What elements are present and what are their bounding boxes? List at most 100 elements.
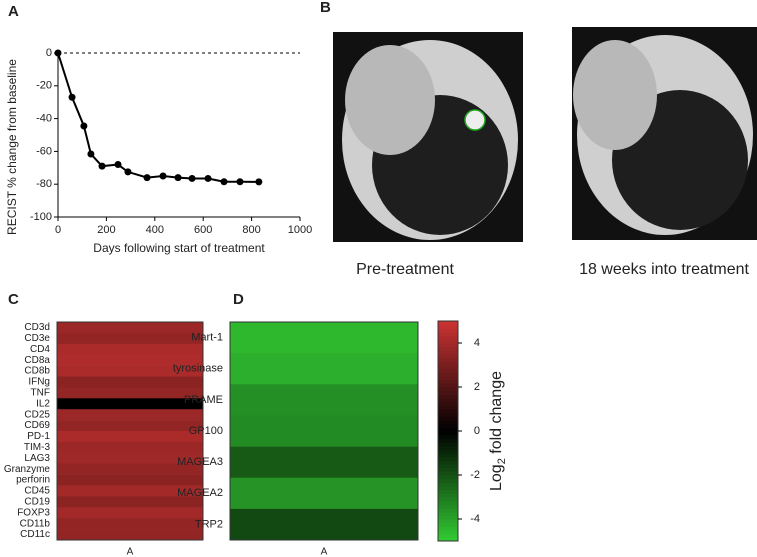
panel-label: B [320,0,331,16]
panel-label: C [8,291,19,308]
colorbar-step [438,533,458,538]
colorbar-step [438,368,458,373]
heatmap-cell [57,431,203,443]
colorbar-step [438,343,458,348]
colorbar-tick-label: 4 [474,337,480,349]
colorbar-step [438,442,458,447]
column-label: A [321,547,328,557]
colorbar-step [438,497,458,502]
data-point [255,178,263,186]
row-label: perforin [16,475,50,486]
x-tick-label: 600 [194,224,212,236]
data-point [220,178,228,186]
label-part: fold change [488,371,505,458]
heatmap-cell [57,409,203,421]
heatmap-cell [230,446,418,479]
data-point [68,93,76,101]
colorbar-step [438,409,458,414]
colorbar-step [438,416,458,421]
colorbar-step [438,475,458,480]
colorbar-step [438,324,458,329]
heatmap-cell [57,332,203,345]
row-label: tyrosinase [173,363,223,375]
heatmap-cell [57,463,203,475]
colorbar-step [438,335,458,340]
colorbar-step [438,321,458,326]
data-line [57,52,259,183]
row-label: GP100 [189,425,223,437]
heatmap-cell [57,474,203,486]
colorbar-step [438,423,458,428]
heatmap-cell [57,518,203,530]
colorbar-step [438,376,458,381]
row-label: LAG3 [24,453,50,464]
panel-label: A [8,3,19,20]
colorbar-step [438,515,458,520]
heatmap-cell [57,343,203,355]
colorbar-step [438,394,458,399]
heatmap-cell [230,477,418,510]
data-point [174,174,182,182]
x-tick-label: 1000 [288,224,312,236]
colorbar-step [438,493,458,498]
colorbar-step [438,504,458,509]
heatmap-cell [57,322,203,334]
y-tick-label: -20 [36,80,52,92]
colorbar-step [438,383,458,388]
colorbar-step [438,401,458,406]
colorbar-step [438,405,458,410]
y-tick-label: -60 [36,145,52,157]
colorbar-step [438,511,458,516]
heatmap-cell [57,441,203,454]
row-label: CD8a [24,355,50,366]
colorbar-label: Log2 fold change [488,371,508,491]
y-tick-label: -40 [36,113,52,125]
y-axis-label: RECIST % change from baseline [5,59,19,235]
heatmap-cell [57,387,203,399]
row-label: MAGEA3 [177,456,223,468]
row-label: IL2 [36,398,50,409]
row-label: CD69 [24,420,50,431]
colorbar-step [438,390,458,395]
ct-image [333,32,523,242]
data-point [114,161,122,169]
heatmap-cell [57,365,203,377]
data-point [124,168,132,176]
colorbar-step [438,453,458,458]
colorbar-step [438,445,458,450]
panel-label: D [233,291,244,308]
colorbar-step [438,427,458,432]
heatmap-cell [57,452,203,464]
row-label: PRAME [184,394,223,406]
heatmap-cell [57,485,203,497]
heatmap-frame [229,321,419,541]
colorbar-step [438,412,458,417]
colorbar-step [438,387,458,392]
row-label: Mart-1 [191,331,223,343]
colorbar-step [438,471,458,476]
row-label: CD4 [30,344,50,355]
heatmap-cell [57,354,203,366]
y-tick-label: -80 [36,178,52,190]
colorbar-step [438,449,458,454]
heatmap-cell [230,384,418,416]
colorbar-step [438,500,458,505]
colorbar-step [438,357,458,362]
row-label: CD25 [24,409,50,420]
data-point [87,150,95,158]
x-tick-label: 400 [146,224,164,236]
colorbar-step [438,379,458,384]
colorbar-step [438,519,458,524]
x-axis-label: Days following start of treatment [93,241,265,255]
colorbar-step [438,350,458,355]
heatmap-frame [56,321,204,541]
colorbar-step [438,478,458,483]
colorbar-step [438,456,458,461]
x-tick-label: 200 [97,224,115,236]
x-tick-label: 0 [55,224,61,236]
colorbar-step [438,372,458,377]
colorbar-step [438,464,458,469]
image-caption: Pre-treatment [356,261,454,278]
heatmap-cell [230,353,418,385]
